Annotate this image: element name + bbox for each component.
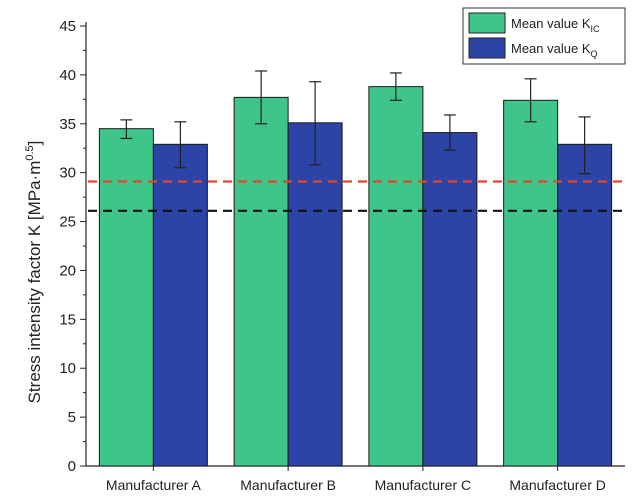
y-tick-label: 25	[59, 214, 76, 231]
legend-label-kq: Mean value KQ	[511, 41, 598, 59]
legend-label-kq-main: Mean value K	[511, 41, 591, 56]
y-tick-label: 35	[59, 116, 76, 133]
legend-swatch-kq	[468, 37, 506, 59]
bar-kic	[98, 128, 154, 467]
legend-label-kic-sub: IC	[591, 24, 601, 34]
y-tick-label: 0	[68, 458, 76, 475]
bar-kic	[503, 99, 559, 467]
y-tick-labels: 0 5 10 15 20 25 30 35 40 45	[59, 18, 76, 475]
y-tick-label: 5	[68, 409, 76, 426]
legend-label-kq-sub: Q	[591, 49, 598, 59]
legend-label-kic: Mean value KIC	[511, 16, 600, 34]
bar-kq	[152, 143, 208, 467]
bar-kq	[557, 143, 613, 467]
x-category-labels: Manufacturer A Manufacturer B Manufacturer…	[106, 477, 606, 493]
bars	[98, 86, 613, 467]
y-tick-label: 45	[59, 18, 76, 35]
legend-swatch-kic	[468, 12, 506, 34]
bar-kq	[422, 132, 478, 467]
y-tick-label: 10	[59, 360, 76, 377]
error-bars	[120, 70, 591, 175]
y-tick-label: 15	[59, 311, 76, 328]
y-axis-label-main: Stress intensity factor K [MPa·m	[25, 161, 44, 404]
y-tick-label: 40	[59, 67, 76, 84]
bar-kic	[233, 96, 289, 467]
y-axis-label: Stress intensity factor K [MPa·m0.5]	[24, 141, 44, 404]
x-category-label: Manufacturer A	[106, 477, 202, 493]
legend-label-kic-main: Mean value K	[511, 16, 591, 31]
y-tick-label: 20	[59, 262, 76, 279]
y-axis-label-end: ]	[25, 141, 44, 146]
bar-kq	[287, 122, 343, 467]
x-category-label: Manufacturer B	[240, 477, 336, 493]
bar-kic	[368, 86, 424, 467]
x-category-label: Manufacturer C	[375, 477, 471, 493]
y-axis-label-superscript: 0.5	[24, 145, 36, 160]
legend: Mean value KIC Mean value KQ	[462, 7, 626, 65]
y-tick-label: 30	[59, 165, 76, 182]
x-category-label: Manufacturer D	[509, 477, 605, 493]
